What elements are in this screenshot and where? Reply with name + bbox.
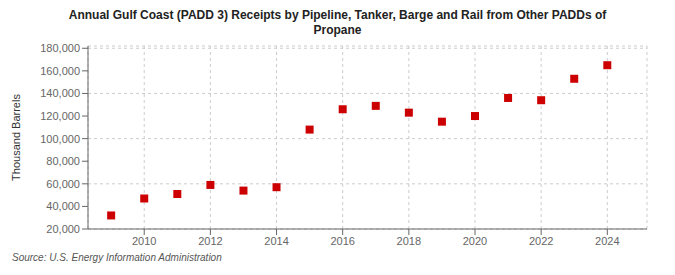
- svg-text:120,000: 120,000: [40, 110, 80, 122]
- svg-text:60,000: 60,000: [46, 178, 80, 190]
- svg-text:2016: 2016: [330, 235, 354, 247]
- svg-text:160,000: 160,000: [40, 65, 80, 77]
- svg-text:20,000: 20,000: [46, 223, 80, 235]
- svg-text:2014: 2014: [264, 235, 288, 247]
- svg-text:2018: 2018: [397, 235, 421, 247]
- svg-text:180,000: 180,000: [40, 42, 80, 54]
- html-text:Source: U.S. Energy Informatio: Source: U.S. Energy Information Administ…: [12, 252, 222, 263]
- svg-text:40,000: 40,000: [46, 200, 80, 212]
- svg-text:2022: 2022: [529, 235, 553, 247]
- svg-text:2010: 2010: [132, 235, 156, 247]
- svg-text:140,000: 140,000: [40, 87, 80, 99]
- svg-text:80,000: 80,000: [46, 155, 80, 167]
- svg-text:2024: 2024: [595, 235, 619, 247]
- html-text:Propane: Propane: [313, 23, 362, 37]
- svg-text:2020: 2020: [463, 235, 487, 247]
- html-text:Annual Gulf Coast (PADD 3) Rec: Annual Gulf Coast (PADD 3) Receipts by P…: [68, 8, 607, 22]
- svg-text:100,000: 100,000: [40, 133, 80, 145]
- svg-text:2012: 2012: [198, 235, 222, 247]
- svg-text:Thousand Barrels: Thousand Barrels: [10, 94, 22, 181]
